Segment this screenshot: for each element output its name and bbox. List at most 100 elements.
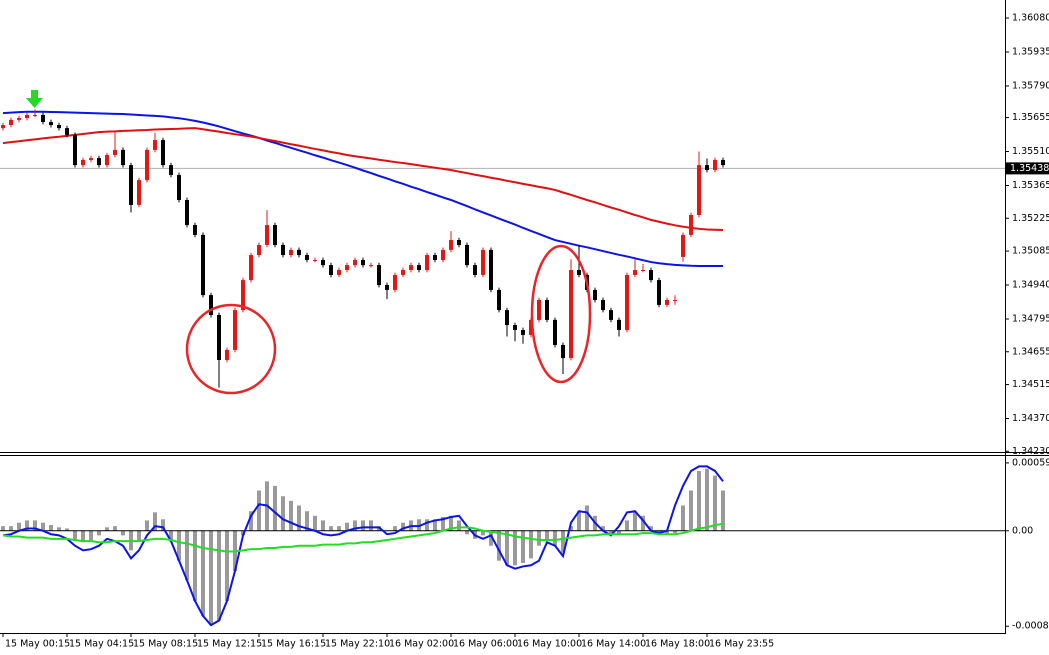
histogram-bar <box>537 530 541 546</box>
candle-body <box>609 310 613 320</box>
histogram-bar <box>89 530 93 542</box>
candle-body <box>513 325 517 330</box>
candle-body <box>129 165 133 205</box>
x-tick-label: 16 May 23:55 <box>709 639 774 650</box>
macd-line <box>2 522 724 553</box>
candle-body <box>169 165 173 175</box>
candle-body <box>193 225 197 235</box>
histogram-bar <box>417 519 421 531</box>
histogram-bar <box>329 526 333 531</box>
candle-body <box>481 249 485 275</box>
histogram-bar <box>361 520 365 531</box>
histogram-bar <box>625 520 629 531</box>
candle-body <box>553 319 557 345</box>
candle-body <box>561 344 565 359</box>
y-tick-label: 1.34795 <box>1012 313 1049 324</box>
candle-body <box>377 265 381 286</box>
histogram-bar <box>353 520 357 531</box>
y-tick-label: -0.00083 <box>1012 621 1049 632</box>
candle-body <box>65 128 69 135</box>
x-tick-label: 15 May 04:15 <box>69 639 134 650</box>
x-tick-label: 15 May 22:10 <box>325 639 390 650</box>
y-tick-label: 1.34230 <box>1012 446 1049 457</box>
histogram-bar <box>177 530 181 561</box>
histogram-bar <box>449 515 453 531</box>
candle-body <box>649 270 653 281</box>
candle-body <box>681 234 685 257</box>
candle-body <box>225 349 229 360</box>
histogram-bar <box>169 530 173 542</box>
y-tick-label: 1.34515 <box>1012 379 1049 390</box>
histogram-bar <box>81 530 85 543</box>
candle-body <box>241 280 245 311</box>
candle-body <box>713 159 717 171</box>
histogram-bar <box>609 530 613 535</box>
candle-body <box>249 255 253 281</box>
histogram-bar <box>601 526 605 531</box>
y-tick-label: 1.34655 <box>1012 346 1049 357</box>
histogram-bar <box>481 530 485 536</box>
histogram-bar <box>641 515 645 531</box>
candle-body <box>449 240 453 250</box>
candle-body <box>361 259 365 266</box>
histogram-bar <box>617 530 621 535</box>
histogram-bar <box>529 530 533 559</box>
x-tick-label: 15 May 12:15 <box>197 639 262 650</box>
candle-body <box>369 265 373 267</box>
histogram-bar <box>689 490 693 531</box>
candle-body <box>233 310 237 350</box>
candle-body <box>321 259 325 266</box>
moving-average <box>2 127 724 231</box>
candle-body <box>185 200 189 226</box>
candle-body <box>617 319 621 330</box>
histogram-bar <box>297 505 301 531</box>
histogram-bar <box>193 530 197 601</box>
x-tick-label: 15 May 16:15 <box>261 639 326 650</box>
y-tick-label: 0.00059 <box>1012 457 1049 468</box>
histogram-bar <box>1 526 5 531</box>
histogram-bar <box>345 522 349 531</box>
candle-body <box>425 255 429 271</box>
histogram-bar <box>697 470 701 531</box>
candle-body <box>417 265 421 271</box>
histogram-bar <box>97 530 101 536</box>
histogram-bar <box>673 530 677 534</box>
candle-body <box>289 249 293 256</box>
histogram-bar <box>457 520 461 531</box>
x-tick-label: 15 May 08:15 <box>133 639 198 650</box>
candle-body <box>657 280 661 305</box>
histogram-bar <box>545 530 549 542</box>
candle-body <box>409 265 413 271</box>
histogram-bar <box>705 468 709 531</box>
histogram-bar <box>577 511 581 531</box>
candle-body <box>305 255 309 260</box>
current-price-box <box>1006 162 1049 175</box>
candle-body <box>441 249 445 260</box>
histogram-bar <box>681 505 685 531</box>
histogram-bar <box>9 526 13 531</box>
candle-body <box>337 270 341 275</box>
histogram-bar <box>225 530 229 601</box>
candle-body <box>529 319 533 335</box>
histogram-bar <box>521 530 525 563</box>
candle-body <box>57 125 61 129</box>
candle-body <box>33 114 37 116</box>
histogram-bar <box>57 527 61 531</box>
histogram-bar <box>497 530 501 561</box>
candle-body <box>25 114 29 119</box>
candle-body <box>537 300 541 320</box>
candle-body <box>217 314 221 360</box>
macd-line <box>2 465 724 627</box>
histogram-bar <box>217 530 221 621</box>
candle-body <box>281 244 285 256</box>
candle-body <box>697 165 701 215</box>
histogram-bar <box>665 530 669 535</box>
histogram-bar <box>273 485 277 531</box>
histogram-bar <box>305 511 309 531</box>
candle-body <box>625 274 629 330</box>
candle-body <box>633 270 637 275</box>
candle-body <box>401 270 405 275</box>
candle-body <box>465 244 469 266</box>
y-tick-label: 1.35085 <box>1012 246 1049 257</box>
histogram-bar <box>209 530 213 626</box>
